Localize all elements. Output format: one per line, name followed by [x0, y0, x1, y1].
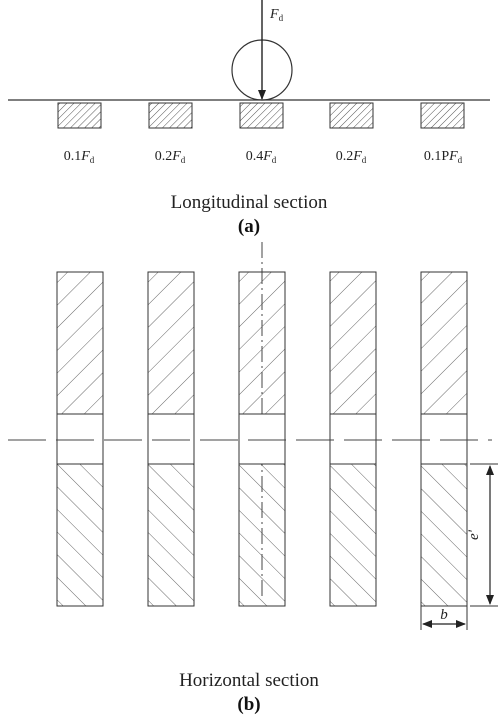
load-patch: [57, 102, 102, 129]
patch-load-label: 0.2Fd: [155, 149, 186, 165]
patch-load-label: 0.1Fd: [64, 149, 95, 165]
b-dimension: b: [420, 606, 468, 630]
load-label: Fd: [269, 7, 284, 23]
caption-b-label: (b): [237, 694, 261, 715]
wheel-strip: [420, 271, 468, 607]
wheel-strip: [147, 271, 195, 607]
caption-a-label: (a): [237, 216, 261, 237]
patch-load-label: 0.1PFd: [424, 149, 463, 165]
e-prime-dimension: e': [466, 463, 498, 607]
longitudinal-section: Fd 0.1Fd 0.2Fd 0.4Fd 0.2Fd 0.1PFd: [8, 0, 490, 165]
e-prime-label: e': [466, 529, 482, 540]
caption-a-title: Longitudinal section: [170, 192, 328, 213]
load-patch: [239, 102, 284, 129]
load-patch: [329, 102, 374, 129]
load-patch: [420, 102, 465, 129]
load-patch: [148, 102, 193, 129]
patch-load-label: 0.2Fd: [336, 149, 367, 165]
horizontal-section: e' b: [8, 242, 498, 630]
wheel-strip: [56, 271, 104, 607]
wheel-strip: [238, 271, 286, 607]
wheel-strip: [329, 271, 377, 607]
caption-b-title: Horizontal section: [179, 670, 319, 691]
b-label: b: [440, 607, 448, 623]
patch-load-label: 0.4Fd: [246, 149, 277, 165]
